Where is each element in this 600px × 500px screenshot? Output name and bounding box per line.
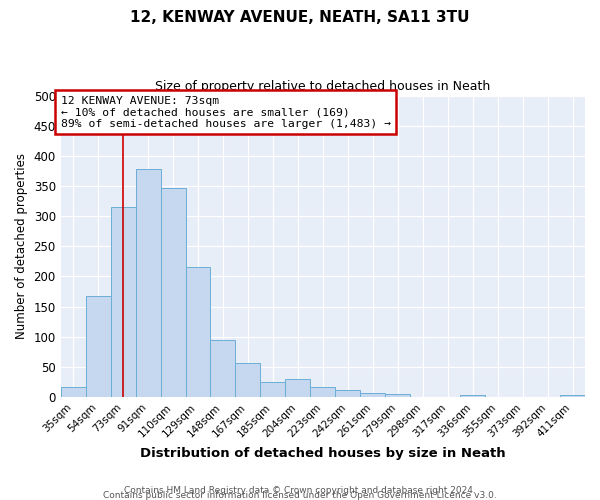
Y-axis label: Number of detached properties: Number of detached properties (15, 154, 28, 340)
Bar (260, 382, 286, 397)
Bar (61, 388, 86, 397)
Text: 12 KENWAY AVENUE: 73sqm
← 10% of detached houses are smaller (169)
89% of semi-d: 12 KENWAY AVENUE: 73sqm ← 10% of detache… (61, 96, 391, 129)
Title: Size of property relative to detached houses in Neath: Size of property relative to detached ho… (155, 80, 490, 93)
Bar (136, 169, 161, 397)
X-axis label: Distribution of detached houses by size in Neath: Distribution of detached houses by size … (140, 447, 506, 460)
Text: Contains public sector information licensed under the Open Government Licence v3: Contains public sector information licen… (103, 491, 497, 500)
Bar (235, 363, 260, 397)
Bar (360, 392, 385, 397)
Text: 12, KENWAY AVENUE, NEATH, SA11 3TU: 12, KENWAY AVENUE, NEATH, SA11 3TU (130, 10, 470, 25)
Bar (335, 390, 360, 397)
Bar (211, 340, 235, 397)
Bar (286, 380, 310, 397)
Bar (161, 188, 185, 397)
Text: Contains HM Land Registry data © Crown copyright and database right 2024.: Contains HM Land Registry data © Crown c… (124, 486, 476, 495)
Bar (460, 395, 485, 397)
Bar (110, 207, 136, 397)
Bar (185, 266, 211, 397)
Bar (560, 395, 585, 397)
Bar (310, 388, 335, 397)
Bar (86, 296, 110, 397)
Bar (385, 394, 410, 397)
